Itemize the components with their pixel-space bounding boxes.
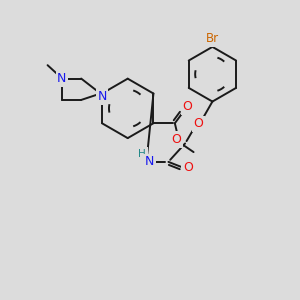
Text: N: N	[57, 72, 67, 85]
Text: N: N	[97, 90, 107, 103]
Text: Br: Br	[206, 32, 219, 45]
Text: O: O	[183, 161, 193, 174]
Text: N: N	[145, 155, 154, 168]
Text: O: O	[182, 100, 192, 113]
Text: O: O	[171, 133, 181, 146]
Text: H: H	[138, 149, 146, 159]
Text: O: O	[193, 117, 203, 130]
